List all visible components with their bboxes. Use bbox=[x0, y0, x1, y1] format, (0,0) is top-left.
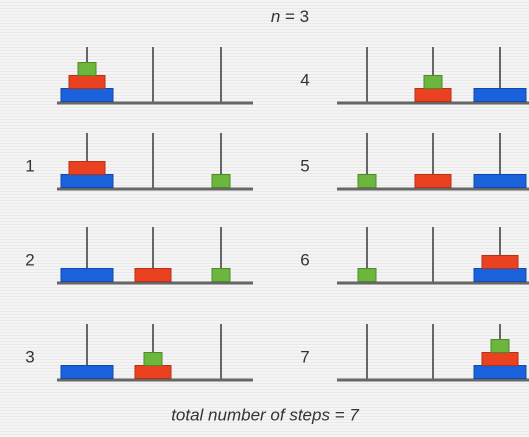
footer: total number of steps = 7 bbox=[171, 405, 359, 424]
disk bbox=[474, 89, 526, 102]
disk bbox=[482, 256, 518, 269]
disk bbox=[61, 175, 113, 188]
disk bbox=[474, 175, 526, 188]
disk bbox=[482, 353, 518, 366]
disk bbox=[474, 269, 526, 282]
disk bbox=[135, 269, 171, 282]
disk bbox=[212, 269, 230, 282]
disk bbox=[61, 366, 113, 379]
disk bbox=[78, 63, 96, 76]
disk bbox=[474, 366, 526, 379]
disk bbox=[358, 175, 376, 188]
disk bbox=[415, 89, 451, 102]
disk bbox=[491, 340, 509, 353]
disk bbox=[135, 366, 171, 379]
disk bbox=[212, 175, 230, 188]
hanoi-diagram: n = 3 total number of steps = 7 1 2 3 4 5 6 7 bbox=[0, 0, 529, 437]
step-label: 2 bbox=[25, 250, 34, 269]
step-label: 3 bbox=[25, 347, 34, 366]
disk bbox=[61, 269, 113, 282]
step-label: 7 bbox=[300, 347, 309, 366]
disk bbox=[61, 89, 113, 102]
disk bbox=[144, 353, 162, 366]
title-rest: = 3 bbox=[280, 7, 309, 26]
disk bbox=[358, 269, 376, 282]
step-label: 4 bbox=[300, 70, 309, 89]
disk bbox=[415, 175, 451, 188]
step-label: 6 bbox=[300, 250, 309, 269]
disk bbox=[424, 76, 442, 89]
title-variable: n bbox=[271, 7, 280, 26]
disk bbox=[69, 162, 105, 175]
step-label: 1 bbox=[25, 156, 34, 175]
step-label: 5 bbox=[300, 156, 309, 175]
disk bbox=[69, 76, 105, 89]
title: n = 3 bbox=[271, 7, 309, 26]
